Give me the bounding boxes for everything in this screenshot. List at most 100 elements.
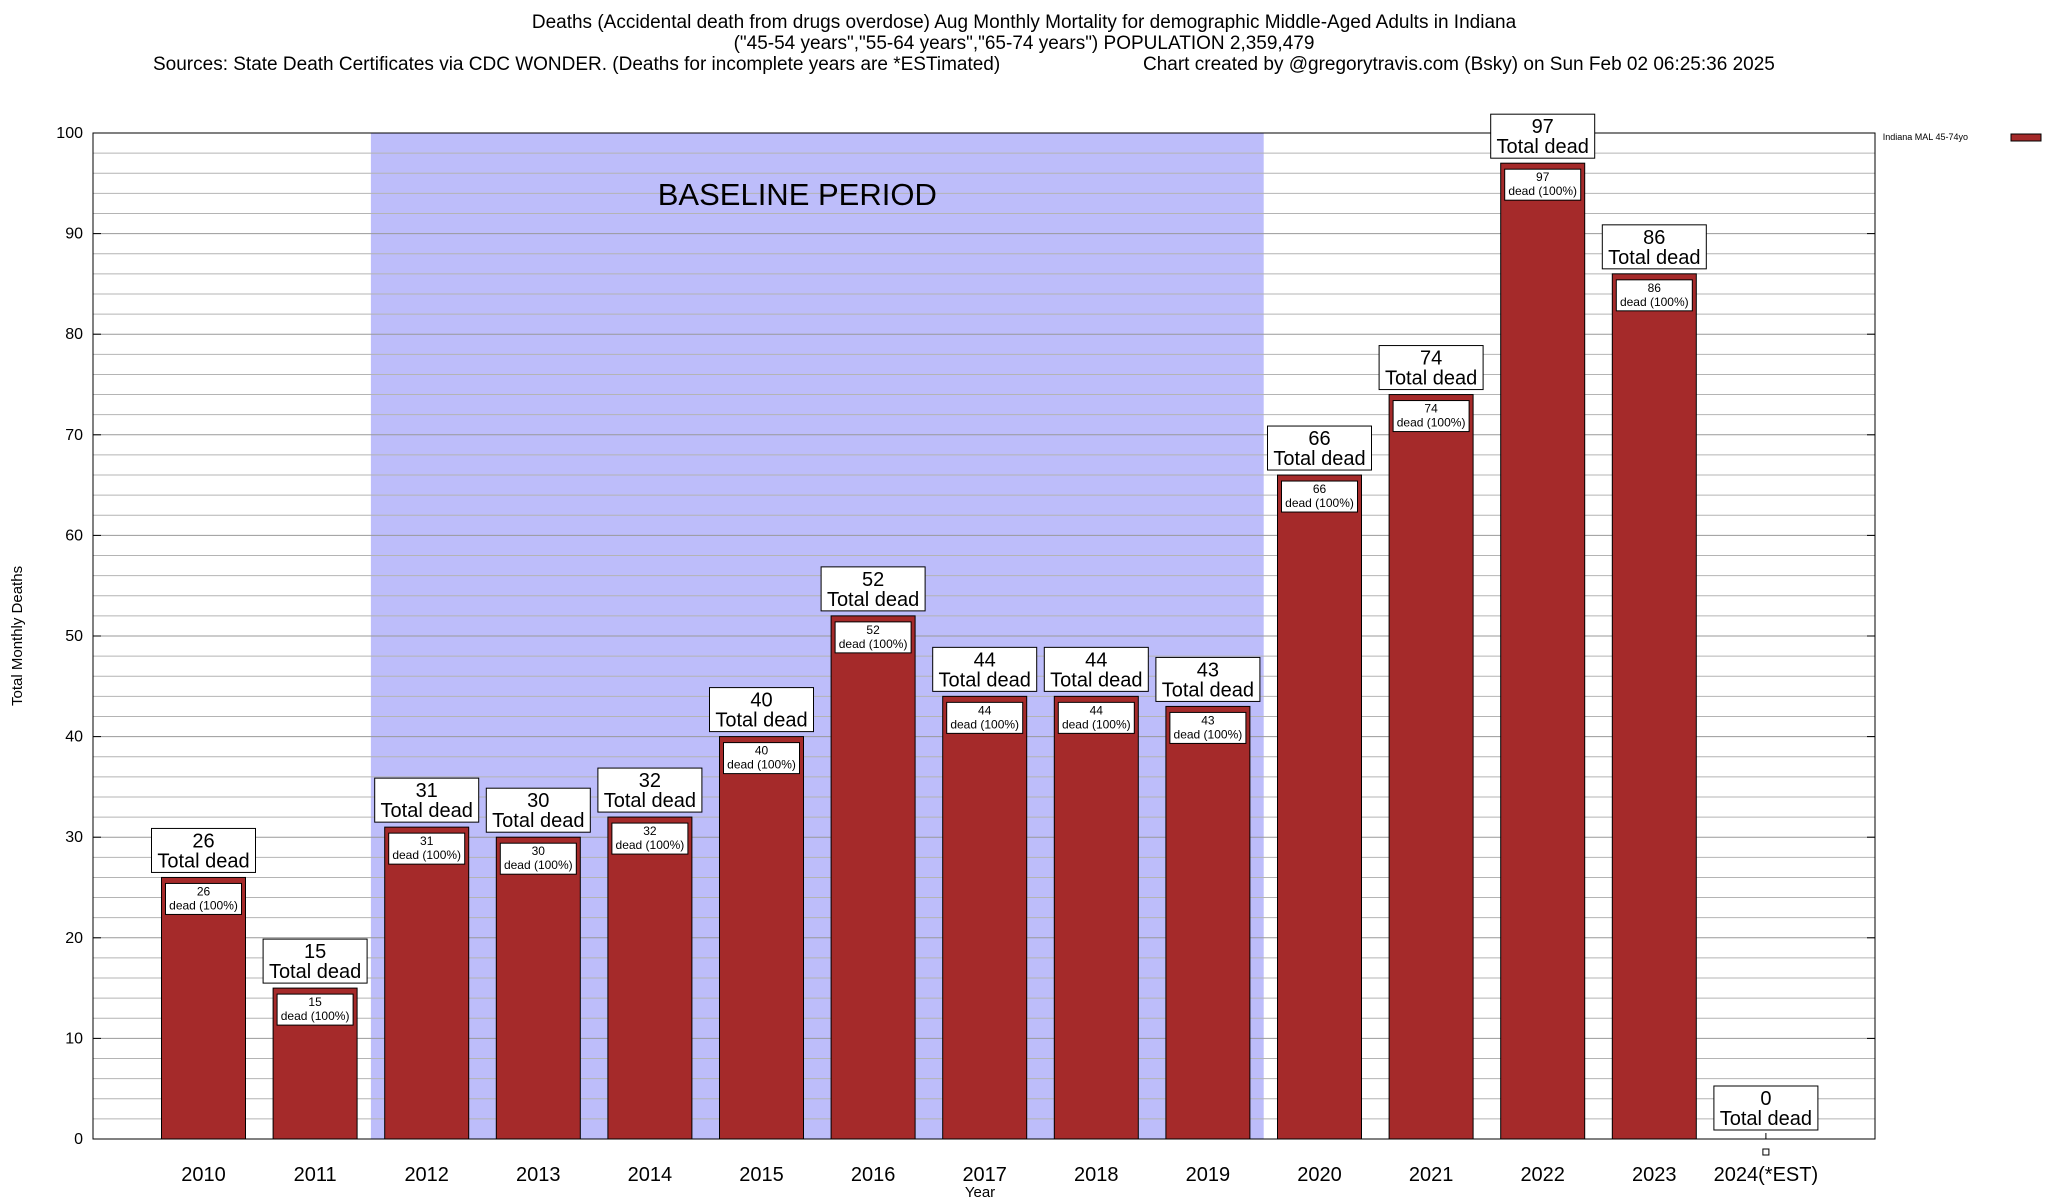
- bar-top-value: 15: [304, 941, 326, 963]
- x-tick-label: 2021: [1409, 1164, 1454, 1186]
- bar-inner-value: 15: [308, 995, 322, 1009]
- x-tick-label: 2015: [739, 1164, 784, 1186]
- bar-top-text: Total dead: [1608, 247, 1700, 269]
- bar-top-value: 40: [750, 690, 772, 712]
- bar-inner-label-box: [499, 842, 577, 875]
- x-tick-label: 2017: [962, 1164, 1007, 1186]
- y-tick-label: 10: [65, 1030, 83, 1047]
- y-tick-label: 0: [74, 1131, 83, 1148]
- bar-top-text: Total dead: [827, 589, 919, 611]
- bar-inner-value: 26: [197, 884, 211, 898]
- y-tick-label: 20: [65, 930, 83, 947]
- bar-inner-text: dead (100%): [1508, 184, 1577, 198]
- bar: [1388, 394, 1474, 1140]
- bar: [607, 816, 693, 1140]
- bar-inner-text: dead (100%): [1620, 295, 1689, 309]
- chart-title: Deaths (Accidental death from drugs over…: [0, 12, 2048, 54]
- bar-top-text: Total dead: [939, 669, 1031, 691]
- bar-top-text: Total dead: [1162, 679, 1254, 701]
- y-tick-label: 40: [65, 729, 83, 746]
- bar-top-value: 0: [1760, 1088, 1771, 1110]
- bar-inner-label-box: [834, 621, 912, 654]
- bar-top-label-box: [151, 827, 256, 873]
- baseline-period-label: BASELINE PERIOD: [658, 177, 937, 212]
- bar-top-value: 30: [527, 790, 549, 812]
- bar-top-text: Total dead: [1385, 368, 1477, 390]
- zero-value-marker: [1762, 1148, 1770, 1156]
- bar-inner-label-box: [1169, 711, 1247, 744]
- bar-inner-text: dead (100%): [504, 858, 573, 872]
- x-tick-label: 2019: [1186, 1164, 1231, 1186]
- bar-inner-value: 31: [420, 834, 434, 848]
- bar-top-text: Total dead: [492, 810, 584, 832]
- bar-top-value: 74: [1420, 348, 1442, 370]
- x-tick-label: 2022: [1520, 1164, 1565, 1186]
- bar-top-value: 31: [416, 780, 438, 802]
- bar-top-value: 26: [192, 830, 214, 852]
- bar-top-text: Total dead: [381, 800, 473, 822]
- bar-inner-text: dead (100%): [727, 758, 796, 772]
- bar-top-value: 52: [862, 569, 884, 591]
- bar: [161, 876, 246, 1140]
- title-line-2: ("45-54 years","55-64 years","65-74 year…: [733, 33, 1315, 54]
- y-tick-label: 60: [65, 527, 83, 544]
- bar-inner-text: dead (100%): [1285, 496, 1354, 510]
- bar-top-label-box: [1043, 646, 1149, 692]
- bar-top-text: Total dead: [604, 790, 696, 812]
- sources-text: Sources: State Death Certificates via CD…: [153, 54, 1001, 75]
- y-axis-label: Total Monthly Deaths: [9, 565, 26, 706]
- bar-inner-text: dead (100%): [281, 1009, 350, 1023]
- y-tick-label: 30: [65, 829, 83, 846]
- bar-inner-value: 32: [643, 824, 657, 838]
- bar-inner-text: dead (100%): [392, 848, 461, 862]
- bar-top-text: Total dead: [1273, 448, 1365, 470]
- x-tick-label: 2014: [628, 1164, 673, 1186]
- bar-top-text: Total dead: [1720, 1108, 1812, 1130]
- bar-top-value: 66: [1308, 428, 1330, 450]
- y-tick-label: 100: [56, 125, 83, 142]
- bar-inner-text: dead (100%): [1397, 416, 1466, 430]
- bar-top-label-box: [1378, 345, 1484, 391]
- bar-top-value: 43: [1197, 659, 1219, 681]
- bar-top-text: Total dead: [715, 710, 807, 732]
- bar-inner-text: dead (100%): [169, 898, 238, 912]
- bar-inner-value: 44: [978, 703, 992, 717]
- bar-inner-label-box: [946, 701, 1024, 734]
- bar-inner-label-box: [1392, 400, 1470, 433]
- bar-top-label-box: [709, 687, 814, 733]
- bar-inner-value: 40: [755, 744, 769, 758]
- x-tick-label: 2023: [1632, 1164, 1677, 1186]
- bar-top-text: Total dead: [269, 961, 361, 983]
- bar-inner-value: 74: [1424, 402, 1438, 416]
- bar-top-label-box: [485, 787, 591, 833]
- bar-inner-text: dead (100%): [616, 838, 685, 852]
- bar: [384, 826, 470, 1140]
- y-tick-label: 70: [65, 427, 83, 444]
- bar-inner-label-box: [165, 882, 242, 915]
- bar-top-text: Total dead: [1497, 136, 1589, 158]
- bar-inner-value: 30: [532, 844, 546, 858]
- x-tick-label: 2010: [181, 1164, 226, 1186]
- bar-top-label-box: [1490, 113, 1596, 159]
- title-sources-row: Sources: State Death Certificates via CD…: [0, 54, 2048, 76]
- bar-inner-text: dead (100%): [1062, 717, 1131, 731]
- title-line-1: Deaths (Accidental death from drugs over…: [531, 12, 1517, 33]
- x-tick-label: 2016: [851, 1164, 896, 1186]
- bar: [1277, 474, 1362, 1140]
- bar-top-value: 44: [974, 649, 996, 671]
- bar-top-label-box: [262, 938, 368, 984]
- y-tick-label: 90: [65, 226, 83, 243]
- bar: [495, 836, 581, 1140]
- bar-top-label-box: [374, 777, 480, 823]
- bar-inner-label-box: [388, 832, 466, 865]
- bar-inner-label-box: [1057, 701, 1135, 734]
- bar-top-label-box: [1155, 656, 1261, 702]
- bar: [1053, 695, 1139, 1140]
- x-axis-label: Year: [964, 1184, 996, 1201]
- bar-inner-label-box: [1504, 168, 1582, 201]
- bar-inner-label-box: [1281, 480, 1358, 513]
- bar-inner-value: 52: [866, 623, 880, 637]
- bar-top-label-box: [932, 646, 1038, 692]
- bar-top-value: 86: [1643, 227, 1665, 249]
- bar-inner-value: 86: [1648, 281, 1662, 295]
